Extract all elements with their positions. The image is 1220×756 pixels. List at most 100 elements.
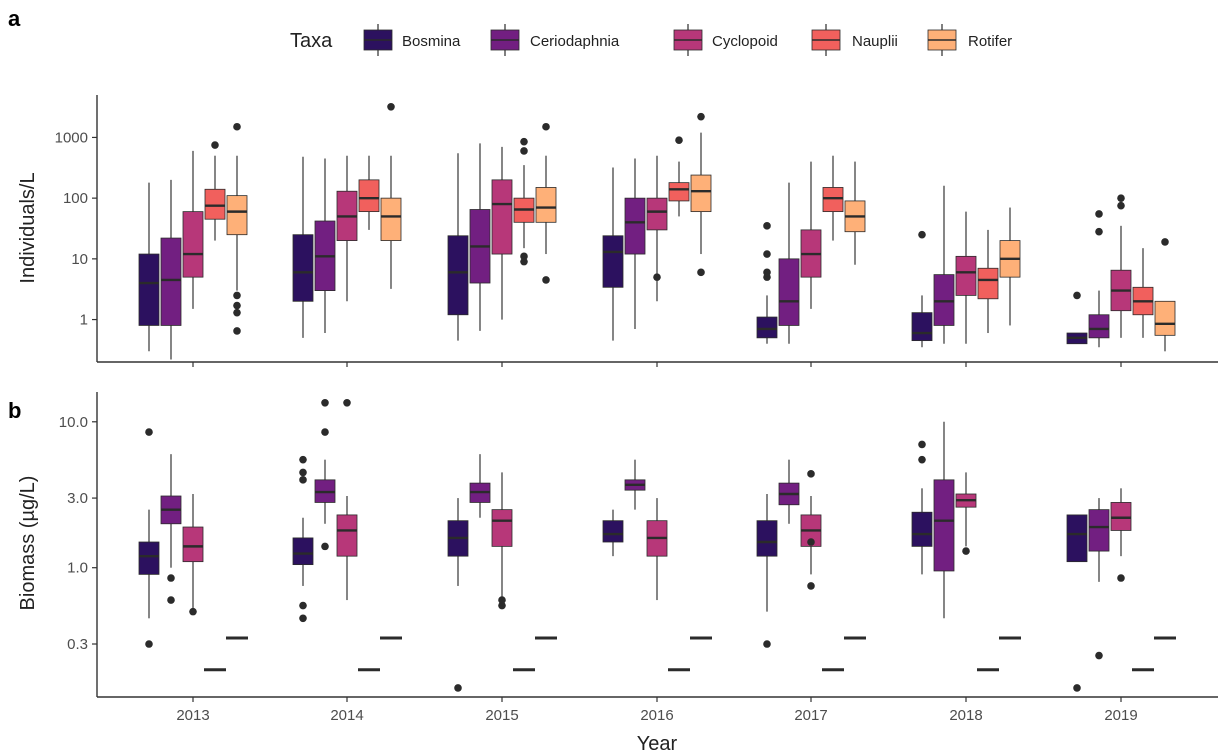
- panel-a-rotifer-2014-box: [380, 197, 402, 241]
- panel-b-cyclopoid-2018-outlier-0: [962, 547, 970, 555]
- legend-label-ceriodaphnia: Ceriodaphnia: [530, 33, 620, 50]
- x-tick-label-2013: 2013: [176, 707, 209, 724]
- panel-b-ceriodaphnia-2019-outlier-0: [1095, 651, 1103, 660]
- panel-a-nauplii-2015-outlier-3: [520, 137, 528, 146]
- panel-a-rotifer-2013-outlier-0: [233, 327, 241, 335]
- panel-a-marks: [138, 102, 1176, 360]
- panel-a-bosmina-2014-box: [292, 234, 314, 302]
- panel-b-cyclopoid-2015-outlier-1: [498, 596, 506, 604]
- x-tick-label-2019: 2019: [1104, 707, 1137, 724]
- panel-a-rotifer-2013-outlier-1: [233, 308, 241, 317]
- panel-a-bosmina-2017-outlier-3: [763, 222, 771, 230]
- legend-item-ceriodaphnia: Ceriodaphnia: [490, 24, 620, 56]
- panel-b-bosmina-2013-outlier-0: [145, 640, 153, 648]
- panel-a-bosmina-2019-outlier-0: [1073, 291, 1081, 300]
- panel-a-y-tick-label: 1: [80, 312, 88, 329]
- panel-b-bosmina-2014-outlier-4: [299, 455, 307, 464]
- legend-label-rotifer: Rotifer: [968, 33, 1012, 50]
- panel-b-axes: 0.3 1.0 3.0 10.0 2013 2014 2015 2016 2017 2018 201…: [59, 392, 1218, 724]
- panel-a-bosmina-2013-box: [138, 253, 160, 326]
- panel-a-rotifer-2019-outlier-0: [1161, 238, 1169, 246]
- panel-b-bosmina-2019-box: [1066, 514, 1088, 563]
- panel-a-rotifer-2015-outlier-0: [542, 276, 550, 284]
- panel-b-cyclopoid-2017-outlier-0: [807, 582, 815, 590]
- panel-a-rotifer-2014-outlier-0: [387, 102, 395, 111]
- panel-a-axes: 1 10 100 1000: [55, 95, 1218, 367]
- legend-item-bosmina: Bosmina: [363, 24, 461, 56]
- panel-a-rotifer-2013-outlier-4: [233, 122, 241, 131]
- panel-b-bosmina-2014-outlier-2: [299, 476, 307, 484]
- panel-b-y-tick-label: 3.0: [67, 490, 88, 507]
- panel-a-rotifer-2019-box: [1154, 300, 1176, 336]
- panel-a-rotifer-2015-outlier-1: [542, 122, 550, 131]
- panel-a-nauplii-2013-outlier-0: [211, 141, 219, 149]
- panel-a-y-axis-title: Individuals/L: [17, 172, 39, 283]
- panel-a-nauplii-2014-box: [358, 179, 380, 213]
- panel-a-rotifer-2016-box: [690, 174, 712, 213]
- panel-a-rotifer-2013-outlier-3: [233, 291, 241, 300]
- panel-a-bosmina-2017-outlier-1: [763, 268, 771, 277]
- panel-b-letter: b: [8, 398, 21, 423]
- panel-a-nauplii-2015-outlier-2: [520, 147, 528, 155]
- panel-b-ceriodaphnia-2013-outlier-0: [167, 596, 175, 604]
- panel-b-ceriodaphnia-2014-outlier-0: [321, 542, 329, 551]
- panel-b-y-tick-label: 10.0: [59, 414, 88, 431]
- panel-a-nauplii-2015-outlier-1: [520, 252, 528, 261]
- panel-a-cyclopoid-2018-box: [955, 255, 977, 296]
- panel-a-rotifer-2013-outlier-2: [233, 301, 241, 310]
- panel-a-nauplii-2016-box: [668, 182, 690, 202]
- panel-b-cyclopoid-2014-outlier-0: [343, 398, 351, 407]
- panel-b-y-axis-title: Biomass (µg/L): [17, 476, 39, 611]
- panel-a-bosmina-2017-outlier-2: [763, 250, 771, 258]
- x-tick-label-2017: 2017: [794, 707, 827, 724]
- panel-a-cyclopoid-2013-box: [182, 211, 204, 278]
- x-axis-title: Year: [637, 733, 678, 755]
- panel-b-bosmina-2018-outlier-0: [918, 455, 926, 464]
- panel-a-bosmina-2016-box: [602, 235, 624, 288]
- panel-a-ceriodaphnia-2018-box: [933, 274, 955, 326]
- panel-b-cyclopoid-2017-outlier-2: [807, 470, 815, 478]
- legend-item-cyclopoid: Cyclopoid: [673, 24, 778, 56]
- panel-b-cyclopoid-2015-outlier-0: [498, 601, 506, 610]
- panel-b-bosmina-2015-outlier-0: [454, 684, 462, 692]
- panel-a-rotifer-2013-box: [226, 195, 248, 236]
- panel-a-cyclopoid-2019-outlier-1: [1117, 194, 1125, 202]
- panel-b-bosmina-2016-box: [602, 520, 624, 543]
- panel-b-bosmina-2017-box: [756, 520, 778, 557]
- panel-a-plot: Individuals/L 1 10 100 1000: [17, 95, 1218, 367]
- panel-b-y-tick-label: 0.3: [67, 636, 88, 653]
- panel-a-rotifer-2016-outlier-0: [697, 268, 705, 277]
- panel-b-bosmina-2017-outlier-0: [763, 640, 771, 648]
- panel-b-cyclopoid-2019-box: [1110, 502, 1132, 531]
- panel-b-bosmina-2013-box: [138, 541, 160, 575]
- panel-b-cyclopoid-2013-outlier-0: [189, 607, 197, 616]
- panel-b-bosmina-2014-box: [292, 537, 314, 566]
- panel-a-ceriodaphnia-2019-outlier-1: [1095, 210, 1103, 218]
- panel-a-rotifer-2015-box: [535, 187, 557, 223]
- legend-label-nauplii: Nauplii: [852, 33, 898, 50]
- panel-b-cyclopoid-2015-box: [491, 509, 513, 547]
- panel-a-ceriodaphnia-2016-box: [624, 197, 646, 255]
- panel-b-cyclopoid-2019-outlier-0: [1117, 574, 1125, 582]
- panel-a-bosmina-2018-box: [911, 312, 933, 342]
- panel-a-cyclopoid-2019-outlier-0: [1117, 201, 1125, 210]
- legend-item-nauplii: Nauplii: [811, 24, 898, 56]
- panel-a-rotifer-2016-outlier-1: [697, 112, 705, 121]
- x-tick-label-2014: 2014: [330, 707, 363, 724]
- panel-a-ceriodaphnia-2019-outlier-0: [1095, 227, 1103, 236]
- panel-b-ceriodaphnia-2019-box: [1088, 509, 1110, 552]
- panel-a-ceriodaphnia-2017-box: [778, 258, 800, 326]
- panel-b-bosmina-2014-outlier-0: [299, 614, 307, 623]
- panel-b-plot: Biomass (µg/L) 0.3 1.0 3.0 10.0 2013 2014 2015…: [17, 392, 1218, 755]
- panel-a-ceriodaphnia-2019-box: [1088, 314, 1110, 339]
- panel-b-bosmina-2014-outlier-1: [299, 601, 307, 610]
- panel-b-ceriodaphnia-2013-outlier-1: [167, 574, 175, 582]
- panel-b-ceriodaphnia-2018-box: [933, 479, 955, 572]
- panel-b-cyclopoid-2014-box: [336, 514, 358, 557]
- panel-a-bosmina-2018-outlier-0: [918, 230, 926, 239]
- legend: Taxa Bosmina Ceriodaphnia Cyclopoid Naup…: [290, 24, 1012, 56]
- x-tick-label-2016: 2016: [640, 707, 673, 724]
- legend-label-bosmina: Bosmina: [402, 33, 461, 50]
- panel-b-bosmina-2018-outlier-1: [918, 440, 926, 449]
